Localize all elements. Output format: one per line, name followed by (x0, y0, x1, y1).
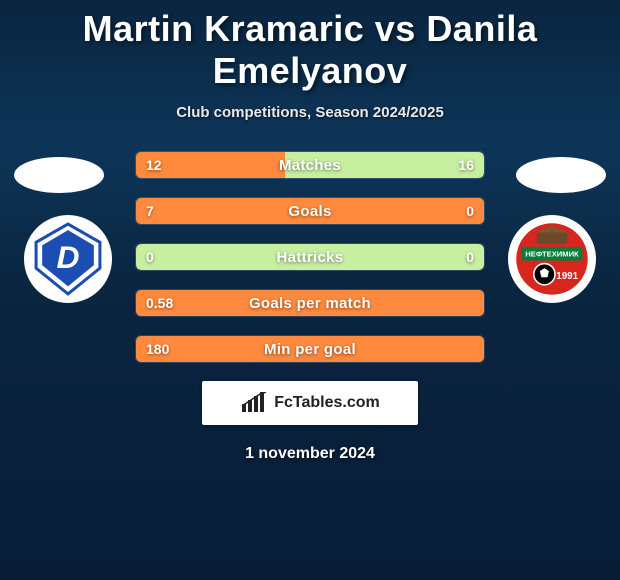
club-right-year: 1991 (556, 271, 578, 282)
player1-name: Martin Kramaric (83, 8, 365, 49)
neftekhimik-crest-icon: НЕФТЕХИМИК 1991 (514, 221, 590, 297)
country-flag-left (14, 157, 104, 193)
comparison-title: Martin Kramaric vs Danila Emelyanov (0, 0, 620, 92)
stat-row: 00Hattricks (135, 243, 485, 271)
stat-row: 1216Matches (135, 151, 485, 179)
stat-row: 0.58Goals per match (135, 289, 485, 317)
stat-label: Matches (136, 152, 484, 178)
svg-text:D: D (56, 239, 79, 275)
stat-label: Hattricks (136, 244, 484, 270)
vs-separator: vs (375, 8, 416, 49)
brand-box: FcTables.com (202, 381, 418, 425)
club-right-text: НЕФТЕХИМИК (525, 250, 579, 259)
stat-row: 70Goals (135, 197, 485, 225)
country-flag-right (516, 157, 606, 193)
comparison-content: D НЕФТЕХИМИК 1991 1216Matches 70Goals 00Ha… (0, 151, 620, 463)
subtitle: Club competitions, Season 2024/2025 (0, 104, 620, 121)
stat-label: Goals per match (136, 290, 484, 316)
date-label: 1 november 2024 (0, 445, 620, 463)
bar-chart-icon (240, 392, 268, 414)
club-logo-right: НЕФТЕХИМИК 1991 (508, 215, 596, 303)
club-logo-left: D (24, 215, 112, 303)
stat-bars: 1216Matches 70Goals 00Hattricks 0.58Goals p… (135, 151, 485, 363)
stat-label: Goals (136, 198, 484, 224)
brand-text: FcTables.com (274, 394, 380, 412)
stat-label: Min per goal (136, 336, 484, 362)
dinamo-crest-icon: D (30, 221, 106, 297)
stat-row: 180Min per goal (135, 335, 485, 363)
